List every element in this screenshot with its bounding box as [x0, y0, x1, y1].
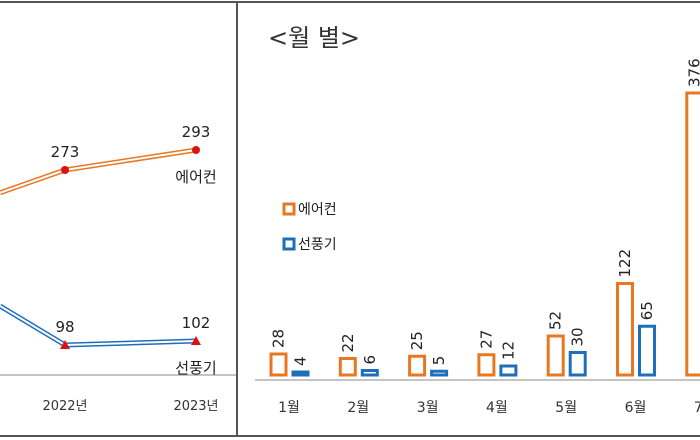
legend-label-fan: 선풍기: [298, 237, 337, 253]
bar-label-fan-6: 65: [638, 301, 656, 320]
bar-aircon-5: [546, 334, 565, 377]
bar-aircon-4: [477, 353, 496, 377]
marker-aircon-0: [61, 166, 69, 174]
bar-aircon-3: [408, 354, 427, 377]
legend: 에어컨 선풍기: [282, 202, 337, 253]
bar-label-aircon-4: 27: [477, 330, 495, 349]
category-label-5: 5월: [555, 400, 577, 416]
category-label-4: 4월: [486, 400, 508, 416]
bar-aircon-6: [616, 282, 634, 377]
chart-title: <월 별>: [268, 24, 360, 52]
bar-fan-2: [360, 369, 379, 377]
bar-label-fan-5: 30: [569, 327, 587, 346]
bar-label-fan-3: 5: [430, 356, 448, 366]
category-label-3: 3월: [417, 400, 439, 416]
line-aircon-outer: [0, 147, 197, 196]
yearly-line-chart: 2022년 2023년 273 293 에어컨 98 102 선풍기: [0, 123, 236, 414]
bar-label-aircon-2: 22: [339, 333, 357, 352]
bar-aircon-7: [685, 91, 700, 377]
bar-fan-4: [499, 364, 518, 377]
bar-label-fan-2: 6: [361, 355, 379, 365]
bar-label-fan-4: 12: [499, 341, 517, 360]
legend-swatch-fan: [282, 237, 296, 251]
marker-fan-0: [60, 340, 70, 349]
legend-label-aircon: 에어컨: [298, 202, 337, 218]
value-label-fan-0: 98: [55, 318, 74, 336]
bar-label-fan-1: 4: [292, 356, 310, 366]
x-tick-label-2022: 2022년: [42, 399, 87, 414]
category-label-1: 1월: [278, 400, 300, 416]
bar-fan-6: [638, 324, 656, 377]
category-label-7: 7월: [694, 400, 700, 416]
series-label-aircon: 에어컨: [175, 168, 216, 186]
category-label-6: 6월: [625, 400, 647, 416]
value-label-aircon-1: 293: [182, 123, 211, 141]
marker-aircon-1: [192, 146, 200, 154]
bar-label-aircon-3: 25: [408, 331, 426, 350]
bar-aircon-2: [338, 357, 357, 377]
bar-label-aircon-6: 122: [616, 249, 634, 278]
bar-label-aircon-5: 52: [547, 311, 565, 330]
line-fan-outer: [0, 303, 197, 348]
value-label-aircon-0: 273: [51, 143, 80, 161]
bar-fan-1: [291, 370, 310, 377]
value-label-fan-1: 102: [182, 314, 211, 332]
marker-fan-1: [191, 336, 201, 345]
bar-label-aircon-1: 28: [270, 329, 288, 348]
bar-fan-5: [568, 351, 587, 377]
legend-swatch-aircon: [282, 202, 296, 216]
bar-label-aircon-7: 376: [685, 58, 700, 87]
series-label-fan: 선풍기: [175, 359, 216, 377]
x-tick-label-2023: 2023년: [173, 399, 218, 414]
category-label-2: 2월: [347, 400, 369, 416]
bar-aircon-1: [269, 352, 288, 377]
bar-fan-3: [430, 369, 449, 377]
